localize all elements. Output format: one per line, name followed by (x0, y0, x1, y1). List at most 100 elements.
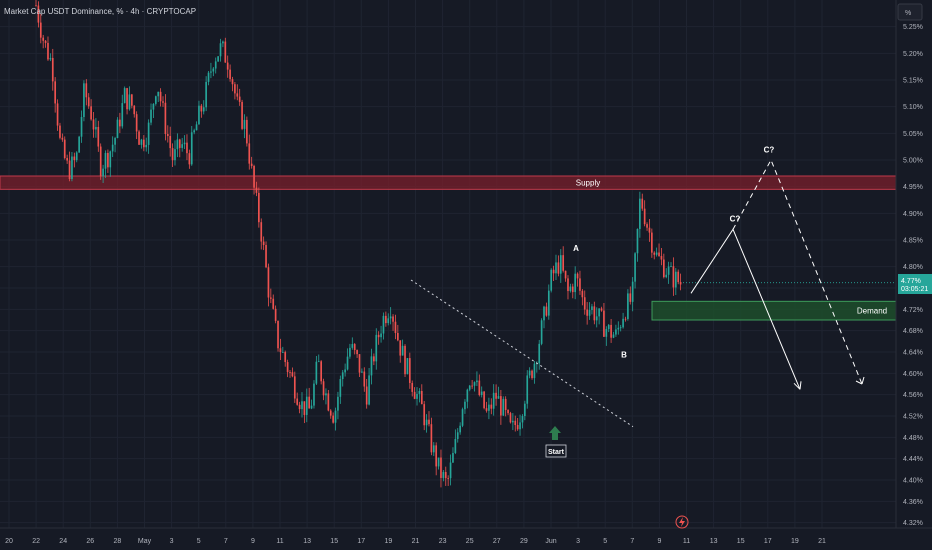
candle-body (241, 101, 243, 129)
candle-body (320, 361, 322, 382)
candle-body (567, 278, 569, 292)
candle-body (104, 152, 107, 169)
candle-body (49, 57, 52, 60)
candle-body (59, 125, 61, 138)
candle-body (382, 315, 385, 334)
candle-body (579, 278, 581, 291)
candle-body (571, 286, 574, 293)
current-price-value: 4.77% (901, 278, 921, 285)
candle-body (214, 61, 217, 69)
x-tick-label: 9 (251, 538, 255, 545)
candle-body (212, 68, 215, 72)
candle-body (370, 356, 373, 376)
time-axis[interactable]: 20 22 24 26 28 May 3 5 7 9 11 13 15 17 19 21 23 25 27 29 Jun… (5, 538, 826, 545)
candle-body (109, 151, 112, 168)
candle-body (651, 232, 653, 253)
candle-body (47, 42, 49, 60)
candle-body (231, 79, 234, 85)
candle-body (440, 457, 442, 478)
candle-body (207, 72, 210, 82)
x-tick-label: 17 (764, 538, 772, 545)
candle-body (246, 119, 248, 144)
candle-body (303, 401, 306, 415)
candle-body (478, 380, 481, 396)
candle-body (193, 130, 195, 133)
candle-body (116, 119, 119, 139)
candle-body (375, 334, 378, 362)
candle-body (514, 420, 517, 426)
candle-body (274, 308, 277, 321)
candle-body (576, 273, 579, 279)
candle-body (80, 117, 83, 137)
candle-body (610, 324, 612, 338)
candle-body (504, 398, 507, 410)
candle-body (200, 105, 203, 112)
candle-body (107, 152, 109, 168)
candle-body (509, 413, 512, 423)
x-tick-label: 11 (683, 538, 690, 545)
candle-body (672, 266, 675, 288)
lightning-icon[interactable] (675, 515, 689, 529)
candle-body (44, 40, 47, 43)
candle-body (543, 306, 545, 321)
candle-body (507, 409, 509, 414)
candle-body (547, 290, 550, 316)
candle-body (634, 253, 636, 282)
candle-body (485, 408, 488, 411)
candle-body (157, 91, 160, 97)
candle-body (605, 329, 608, 337)
candle-body (176, 139, 179, 150)
x-tick-label: 11 (276, 538, 283, 545)
candle-body (461, 409, 464, 426)
candle-body (677, 271, 680, 283)
candle-body (531, 370, 533, 379)
candle-body (411, 382, 414, 392)
candle-body (607, 324, 610, 330)
x-tick-label: 5 (197, 538, 201, 545)
candle-body (420, 391, 423, 405)
candle-body (286, 362, 289, 373)
y-tick-label: 4.44% (903, 456, 923, 463)
price-axis-unit-box[interactable] (897, 3, 923, 21)
x-tick-label: 29 (520, 538, 528, 545)
candle-body (456, 432, 459, 439)
candle-body (466, 389, 469, 402)
candle-body (39, 22, 42, 38)
candle-body (63, 139, 66, 159)
candle-body (586, 309, 588, 316)
candle-body (281, 352, 284, 353)
candle-body (279, 348, 282, 353)
candle-body (341, 372, 344, 380)
candle-body (85, 83, 88, 98)
candle-body (399, 340, 402, 356)
candle-body (492, 392, 495, 409)
candle-body (140, 139, 143, 145)
candle-body (449, 462, 452, 479)
candle-body (416, 393, 418, 399)
candle-body (291, 372, 294, 377)
candle-body (631, 281, 634, 302)
candle-body (600, 308, 603, 311)
y-tick-label: 5.25% (903, 24, 923, 31)
candle-body (217, 56, 219, 62)
candles (35, 0, 682, 488)
candle-body (480, 391, 483, 396)
candle-body (121, 103, 124, 127)
candle-body (425, 419, 428, 426)
current-price-box (898, 274, 932, 294)
candle-body (658, 252, 660, 257)
candle-body (643, 208, 646, 225)
x-tick-label: 15 (330, 538, 338, 545)
candle-body (159, 91, 162, 102)
y-tick-label: 4.64% (903, 350, 923, 357)
supply-label: Supply (576, 179, 600, 188)
candle-body (183, 142, 186, 145)
x-tick-label: 7 (224, 538, 228, 545)
candle-body (512, 420, 514, 423)
candle-body (95, 126, 97, 130)
candle-body (205, 81, 207, 108)
candle-body (329, 410, 332, 416)
candle-body (404, 345, 406, 375)
candle-body (327, 393, 330, 411)
